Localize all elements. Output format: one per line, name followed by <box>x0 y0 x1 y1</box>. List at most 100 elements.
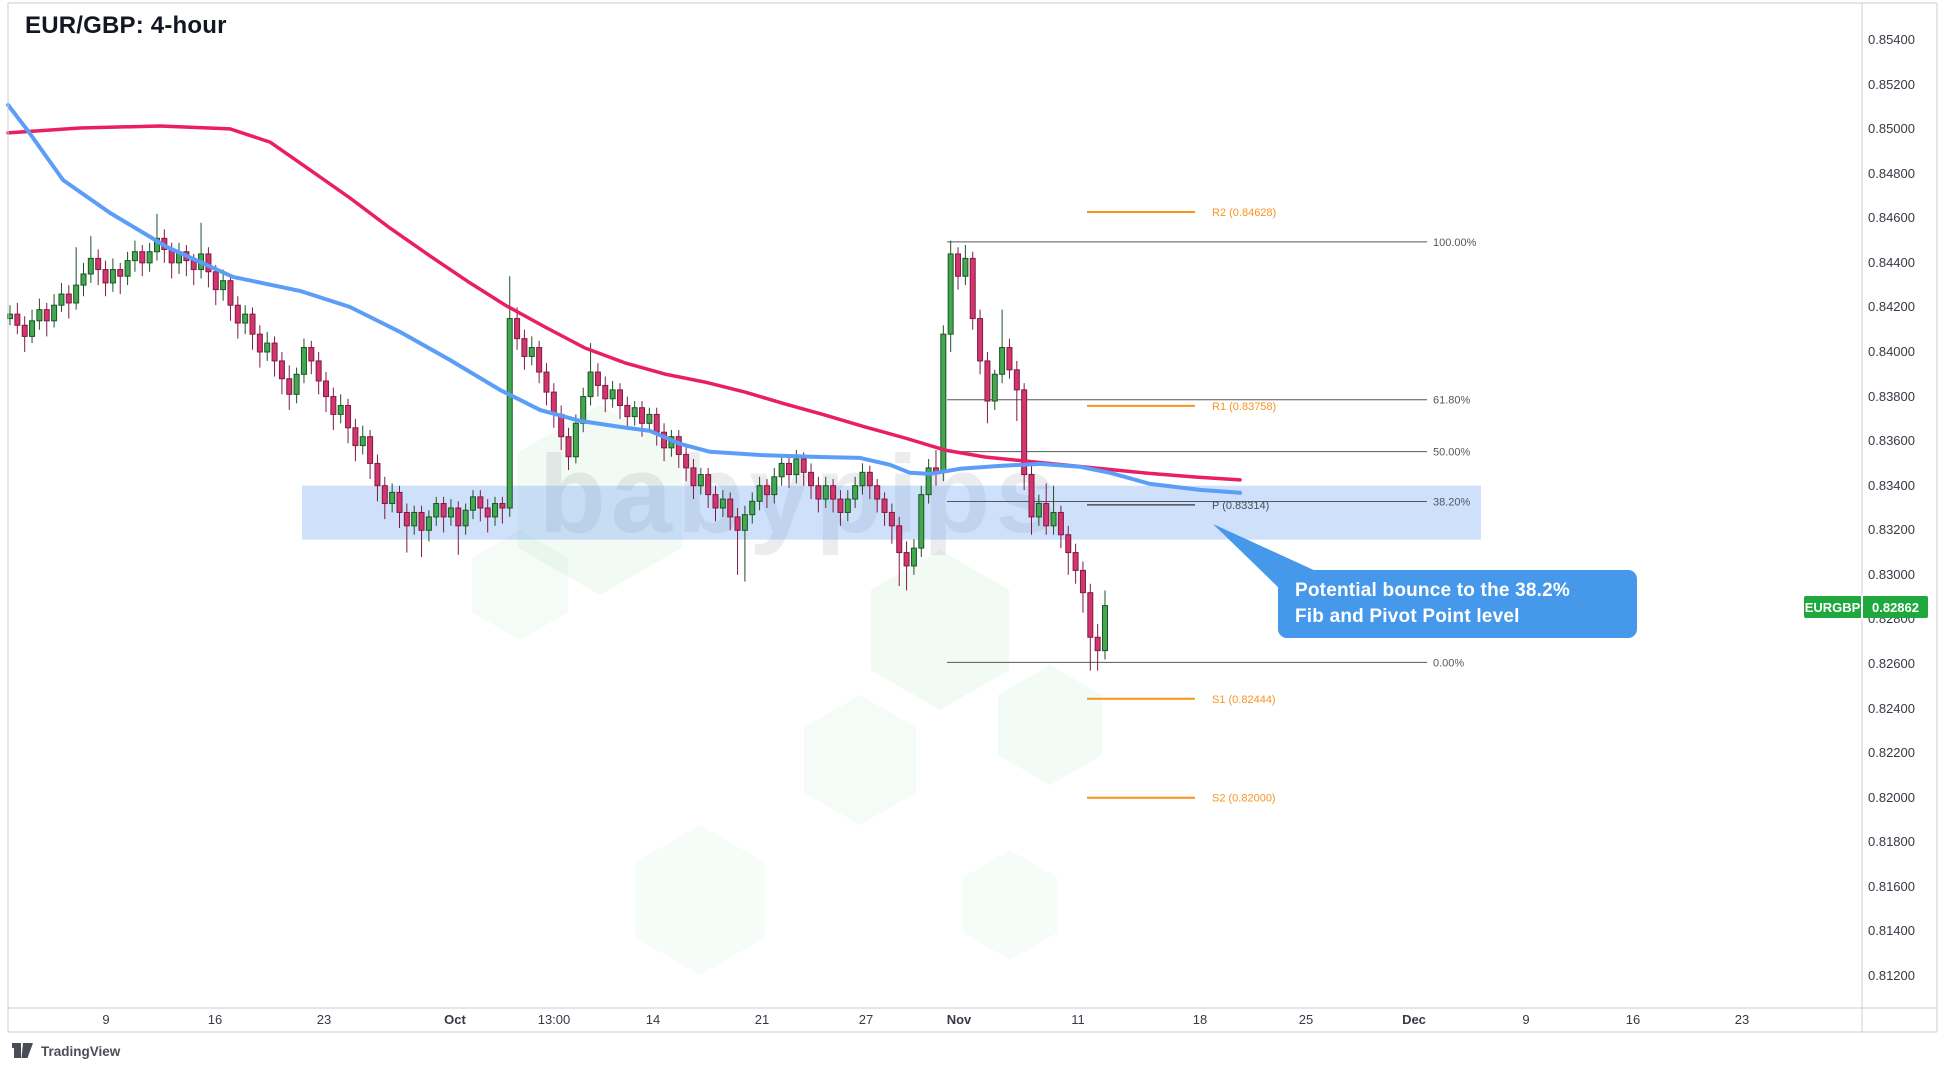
candle[interactable] <box>712 494 719 509</box>
candle[interactable] <box>1057 511 1064 536</box>
candle[interactable] <box>874 485 881 500</box>
candle[interactable] <box>778 462 785 478</box>
candle[interactable] <box>337 404 344 415</box>
tradingview-logo[interactable]: TradingView <box>12 1043 120 1059</box>
candle[interactable] <box>58 293 65 306</box>
candle[interactable] <box>925 467 932 496</box>
candle[interactable] <box>616 389 623 406</box>
candle[interactable] <box>396 491 403 513</box>
candle[interactable] <box>705 474 712 496</box>
candle[interactable] <box>565 436 572 458</box>
candle[interactable] <box>800 458 807 473</box>
candle[interactable] <box>749 500 756 516</box>
candle[interactable] <box>822 485 829 500</box>
candle[interactable] <box>80 273 87 286</box>
candle[interactable] <box>903 552 910 567</box>
candle[interactable] <box>572 422 579 458</box>
candle[interactable] <box>631 407 638 418</box>
candle[interactable] <box>969 257 976 320</box>
candle[interactable] <box>785 462 792 476</box>
candle[interactable] <box>1028 474 1035 518</box>
candle[interactable] <box>14 313 21 326</box>
candle[interactable] <box>1072 552 1079 571</box>
candle[interactable] <box>131 251 138 262</box>
candle[interactable] <box>793 458 800 476</box>
candle[interactable] <box>1013 369 1020 391</box>
candle[interactable] <box>256 333 263 353</box>
candle[interactable] <box>756 485 763 502</box>
candle[interactable] <box>330 396 337 415</box>
candle[interactable] <box>492 503 499 518</box>
candle[interactable] <box>859 471 866 487</box>
candle[interactable] <box>639 407 646 424</box>
candle[interactable] <box>697 474 704 487</box>
candle[interactable] <box>977 318 984 362</box>
candle[interactable] <box>955 253 962 277</box>
candle[interactable] <box>87 257 94 275</box>
candle[interactable] <box>345 404 352 429</box>
candle[interactable] <box>462 509 469 527</box>
candle[interactable] <box>389 491 396 505</box>
candle[interactable] <box>543 371 550 393</box>
candle[interactable] <box>896 525 903 554</box>
candle[interactable] <box>719 498 726 509</box>
candle[interactable] <box>323 380 330 398</box>
candle[interactable] <box>352 427 359 447</box>
candle[interactable] <box>433 503 440 518</box>
candle[interactable] <box>315 360 322 382</box>
candle[interactable] <box>1065 534 1072 554</box>
candle[interactable] <box>1087 592 1094 638</box>
candle[interactable] <box>367 436 374 464</box>
candles[interactable] <box>7 213 1109 671</box>
candle[interactable] <box>991 373 998 402</box>
candle[interactable] <box>293 373 300 395</box>
candle[interactable] <box>242 313 249 324</box>
pivot-points[interactable]: R2 (0.84628) R1 (0.83758) P (0.83314) S1 (0… <box>1087 207 1276 805</box>
candle[interactable] <box>734 516 741 531</box>
annotation-callout[interactable]: Potential bounce to the 38.2% Fib and Pi… <box>1278 570 1637 638</box>
candle[interactable] <box>109 269 116 284</box>
candle[interactable] <box>484 507 491 518</box>
candle[interactable] <box>815 485 822 500</box>
candle[interactable] <box>587 371 594 398</box>
candle[interactable] <box>455 507 462 527</box>
candle[interactable] <box>536 347 543 373</box>
candle[interactable] <box>139 251 146 264</box>
candle[interactable] <box>602 384 609 400</box>
candle[interactable] <box>234 304 241 324</box>
candle[interactable] <box>425 516 432 531</box>
candle[interactable] <box>477 496 484 509</box>
candle[interactable] <box>999 347 1006 375</box>
candle[interactable] <box>514 318 521 340</box>
candle[interactable] <box>499 503 506 509</box>
candle[interactable] <box>830 485 837 500</box>
candle[interactable] <box>1050 511 1057 527</box>
candle[interactable] <box>506 318 513 509</box>
candle[interactable] <box>690 467 697 487</box>
candle[interactable] <box>286 378 293 395</box>
candle[interactable] <box>763 485 770 496</box>
candle[interactable] <box>447 507 454 518</box>
candle[interactable] <box>469 496 476 511</box>
candle[interactable] <box>117 269 124 277</box>
candle[interactable] <box>146 251 153 264</box>
candle[interactable] <box>771 476 778 496</box>
candle[interactable] <box>1102 605 1109 652</box>
candle[interactable] <box>381 485 388 505</box>
candle[interactable] <box>102 269 109 284</box>
candle[interactable] <box>153 237 160 253</box>
candle[interactable] <box>403 511 410 527</box>
candle[interactable] <box>866 471 873 487</box>
candle[interactable] <box>374 462 381 487</box>
candle[interactable] <box>212 271 219 291</box>
candle[interactable] <box>550 391 557 415</box>
candle[interactable] <box>440 503 447 518</box>
candle[interactable] <box>418 511 425 531</box>
candle[interactable] <box>521 338 528 357</box>
candle[interactable] <box>95 257 102 271</box>
candle[interactable] <box>43 309 50 322</box>
candle[interactable] <box>837 498 844 513</box>
candle[interactable] <box>1006 347 1013 371</box>
candle[interactable] <box>65 293 72 304</box>
